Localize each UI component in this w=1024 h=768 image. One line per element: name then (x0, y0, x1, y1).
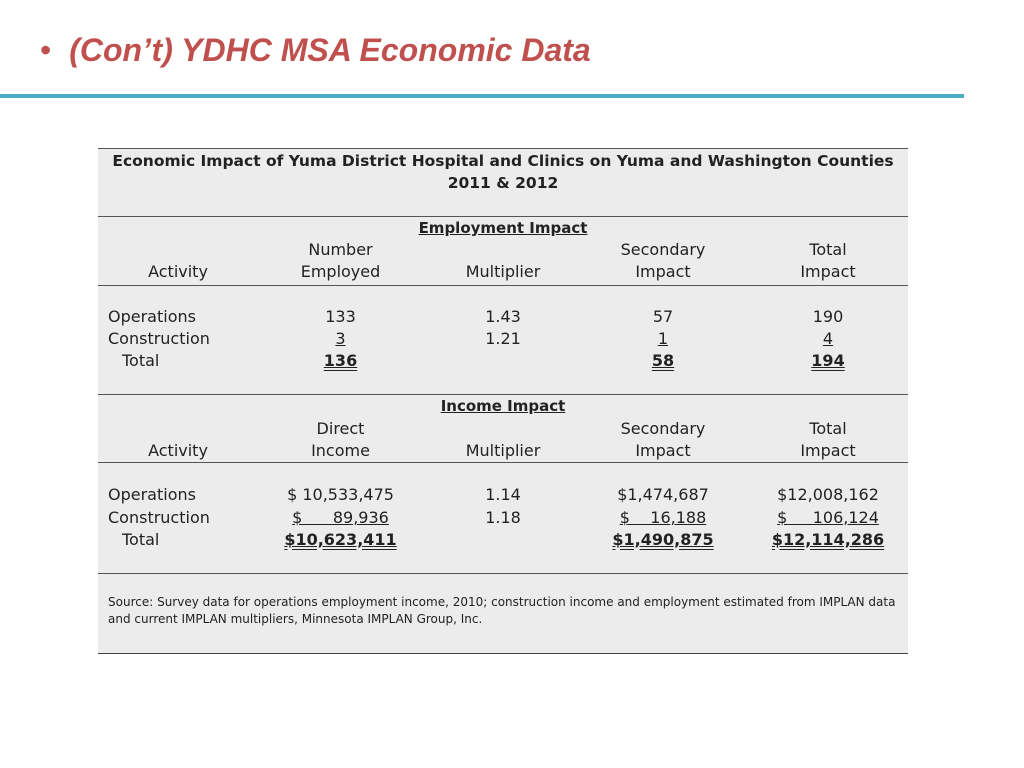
inc-total-secondary: $1,490,875 (612, 530, 714, 549)
title-underline-rule (0, 94, 964, 98)
inc-total-direct: $10,623,411 (284, 530, 397, 549)
inc-header-col3-line2: Impact (635, 441, 691, 460)
emp-row-activity: Construction (108, 329, 210, 348)
inc-row-direct: $ 10,533,475 (287, 485, 394, 504)
emp-total-direct: 136 (323, 351, 358, 370)
income-impact-heading: Income Impact (440, 397, 566, 415)
inc-row-activity: Construction (108, 508, 210, 527)
emp-row-secondary: 1 (657, 329, 669, 348)
emp-header-multiplier: Multiplier (465, 262, 541, 281)
emp-total-secondary: 58 (651, 351, 675, 370)
emp-header-col4-line1: Total (809, 240, 847, 259)
emp-header-col3-line1: Secondary (620, 240, 706, 259)
inc-header-multiplier: Multiplier (465, 441, 541, 460)
inc-row-secondary: $1,474,687 (617, 485, 709, 504)
emp-total-label: Total (122, 351, 160, 370)
emp-row-secondary: 57 (652, 307, 674, 326)
source-note: Source: Survey data for operations emplo… (108, 595, 896, 626)
emp-header-col1-line1: Number (308, 240, 373, 259)
emp-row-multiplier: 1.43 (485, 307, 521, 326)
inc-header-col4-line1: Total (809, 419, 847, 438)
emp-header-col4-line2: Impact (800, 262, 856, 281)
emp-row-activity: Operations (108, 307, 196, 326)
bullet-glyph: • (40, 32, 52, 68)
inc-row-secondary: $ 16,188 (619, 508, 707, 527)
inc-header-col1-line1: Direct (316, 419, 365, 438)
inc-row-direct: $ 89,936 (292, 508, 389, 527)
emp-row-total: 190 (812, 307, 844, 326)
inc-row-multiplier: 1.14 (485, 485, 521, 504)
inc-header-activity: Activity (148, 441, 208, 460)
emp-total-total: 194 (811, 351, 845, 370)
slide-title-text: (Con’t) YDHC MSA Economic Data (69, 32, 591, 68)
emp-header-activity: Activity (148, 262, 208, 281)
inc-total-total: $12,114,286 (771, 530, 885, 549)
inc-header-col1-line2: Income (311, 441, 370, 460)
inc-row-total: $12,008,162 (777, 485, 879, 504)
employment-impact-heading: Employment Impact (418, 219, 588, 237)
table-caption-line1: Economic Impact of Yuma District Hospita… (112, 152, 894, 170)
emp-row-direct: 3 (335, 329, 346, 348)
economic-impact-table: Economic Impact of Yuma District Hospita… (98, 148, 908, 654)
table-top-border (98, 148, 908, 149)
income-section-divider (98, 573, 908, 574)
table-caption-line2: 2011 & 2012 (447, 174, 559, 192)
emp-row-direct: 133 (325, 307, 356, 326)
employment-section-divider (98, 394, 908, 395)
inc-row-multiplier: 1.18 (485, 508, 521, 527)
caption-divider (98, 216, 908, 217)
inc-row-total: $ 106,124 (777, 508, 879, 527)
emp-row-multiplier: 1.21 (485, 329, 521, 348)
emp-header-col3-line2: Impact (635, 262, 691, 281)
inc-header-divider (98, 462, 908, 463)
inc-header-col4-line2: Impact (800, 441, 856, 460)
inc-total-label: Total (122, 530, 160, 549)
inc-row-activity: Operations (108, 485, 196, 504)
emp-row-total: 4 (822, 329, 834, 348)
slide-title: • (Con’t) YDHC MSA Economic Data (40, 32, 591, 69)
inc-header-col3-line1: Secondary (620, 419, 706, 438)
emp-header-divider (98, 285, 908, 286)
emp-header-col1-line2: Employed (300, 262, 381, 281)
